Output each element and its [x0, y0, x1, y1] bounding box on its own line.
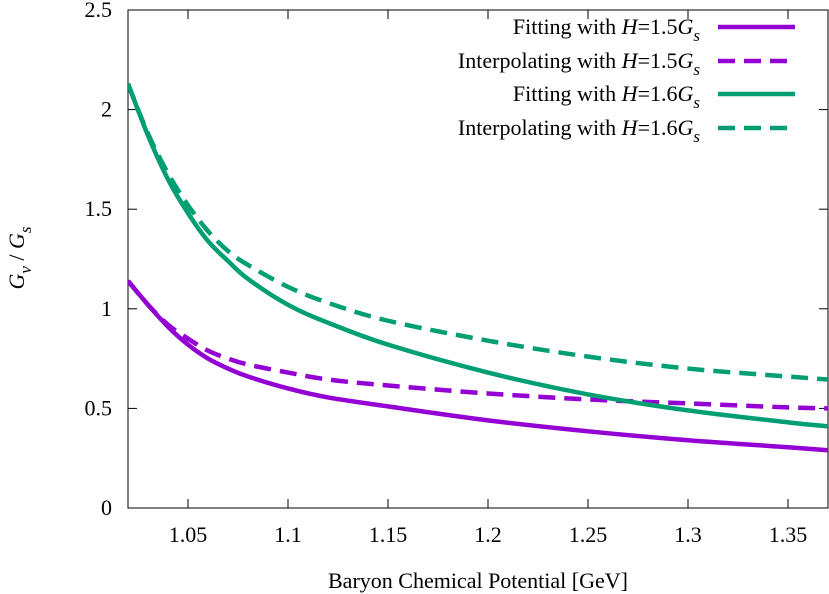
series-layer	[128, 82, 828, 453]
legend-entry: Interpolating with H=1.5Gs	[458, 48, 795, 79]
x-tick-label: 1.15	[369, 522, 408, 547]
series-interpolating-1-6-line	[128, 82, 828, 382]
y-tick-label: 0.5	[85, 395, 113, 420]
legend-label: Fitting with H=1.5Gs	[513, 14, 701, 45]
legend-label: Interpolating with H=1.5Gs	[458, 48, 700, 79]
plot-frame	[127, 9, 829, 509]
series-fitting-1-5-line	[128, 279, 828, 453]
x-tick-label: 1.05	[169, 522, 208, 547]
legend-label: Interpolating with H=1.6Gs	[458, 115, 700, 146]
legend-label: Fitting with H=1.6Gs	[513, 81, 701, 112]
x-tick-label: 1.25	[569, 522, 608, 547]
x-tick-label: 1.2	[474, 522, 502, 547]
series-interpolating-1-5-line	[128, 279, 828, 411]
y-tick-label: 2	[101, 97, 112, 122]
x-tick-label: 1.35	[769, 522, 808, 547]
y-tick-label: 0	[101, 495, 112, 520]
y-axis-label: Gv / Gs	[4, 226, 35, 289]
y-tick-label: 2.5	[85, 0, 113, 22]
legend-entry: Fitting with H=1.6Gs	[513, 81, 795, 112]
y-axis-ticks: 0 0.5 1 1.5 2 2.5	[85, 0, 828, 520]
x-axis-label: Baryon Chemical Potential [GeV]	[328, 568, 628, 593]
legend-entry: Interpolating with H=1.6Gs	[458, 115, 795, 146]
y-tick-label: 1	[101, 296, 112, 321]
x-tick-label: 1.1	[274, 522, 302, 547]
plot-border	[127, 9, 829, 509]
y-tick-label: 1.5	[85, 196, 113, 221]
series-fitting-1-6-line	[128, 82, 828, 429]
legend-entry: Fitting with H=1.5Gs	[513, 14, 795, 45]
x-tick-label: 1.3	[674, 522, 702, 547]
x-axis-ticks: 1.05 1.1 1.15 1.2 1.25 1.3 1.35	[169, 10, 808, 547]
